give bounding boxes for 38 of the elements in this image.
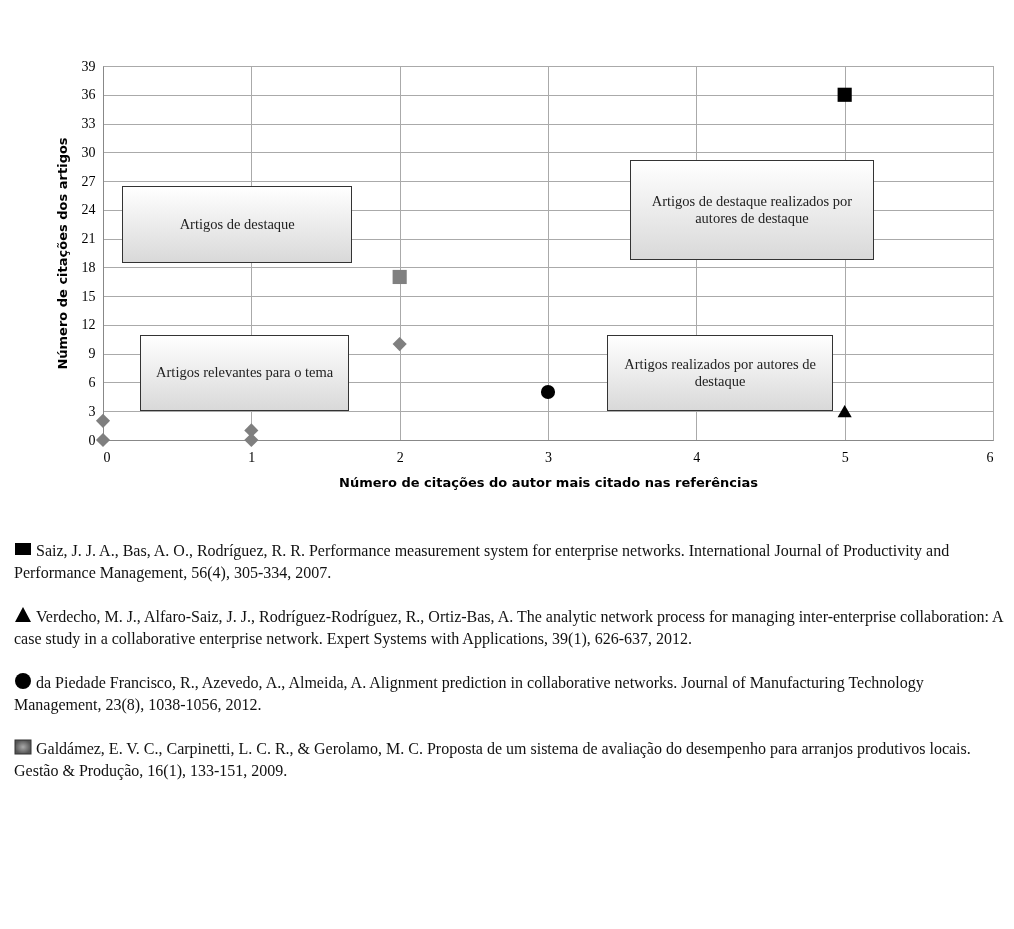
label-box: Artigos relevantes para o tema bbox=[140, 334, 350, 412]
x-tick-label: 1 bbox=[248, 449, 256, 465]
text: Verdecho, M. J., Alfaro-Saiz, J. J., Rodríguez-Rodríguez, R., Ortiz-Bas, A. The analytic network process for managing inter-enterprise collaboration: A case study in a collaborative enterprise network. Expert Systems with Applications, 39(1), 626-637, 2012. bbox=[14, 607, 1004, 650]
point bbox=[540, 384, 556, 400]
label-box: Artigos realizados por autores de destaque bbox=[607, 334, 833, 412]
y-tick-label: 15 bbox=[81, 288, 96, 304]
y-tick-label: 36 bbox=[81, 87, 96, 103]
x-tick-label: 5 bbox=[841, 449, 849, 465]
text: Saiz, J. J. A., Bas, A. O., Rodríguez, R. R. Performance measurement system for enterprise networks. International Journal of Productivity and Performance Management, 56(4), 305-334, 2007. bbox=[14, 541, 951, 584]
text: Galdámez, E. V. C., Carpinetti, L. C. R., & Gerolamo, M. C. Proposta de um sistema de avaliação do desempenho para arranjos produtivos locais. Gestão & Produção, 16(1), 133-151, 2009. bbox=[14, 739, 972, 782]
y-tick-label: 27 bbox=[81, 173, 96, 189]
point bbox=[837, 405, 852, 418]
x-tick-label: 0 bbox=[103, 449, 111, 465]
y-tick-label: 18 bbox=[81, 259, 96, 275]
point bbox=[95, 432, 111, 448]
y-tick-label: 9 bbox=[88, 346, 96, 362]
y-axis-title: Número de citações dos artigos bbox=[54, 137, 70, 370]
y-tick-label: 33 bbox=[81, 116, 96, 132]
y-tick-label: 39 bbox=[81, 58, 96, 74]
y-tick-label: 0 bbox=[88, 432, 96, 448]
point bbox=[392, 337, 407, 352]
y-tick-label: 3 bbox=[88, 403, 96, 419]
y-tick-label: 30 bbox=[81, 144, 96, 160]
x-tick-label: 4 bbox=[693, 449, 701, 465]
x-tick-label: 6 bbox=[986, 449, 994, 465]
x-axis-title: Número de citações do autor mais citado nas referências bbox=[339, 474, 759, 490]
x-tick-label: 3 bbox=[545, 449, 552, 465]
label-box: Artigos de destaque realizados por autores de destaque bbox=[629, 159, 875, 260]
y-tick-label: 12 bbox=[81, 317, 96, 333]
y-tick-label: 21 bbox=[81, 231, 96, 247]
y-tick-label: 24 bbox=[81, 202, 96, 218]
label-box: Artigos de destaque bbox=[122, 185, 353, 263]
point bbox=[95, 413, 111, 428]
point bbox=[837, 87, 852, 102]
x-tick-label: 2 bbox=[396, 449, 404, 465]
text: da Piedade Francisco, R., Azevedo, A., Almeida, A. Alignment prediction in collaborative networks. Journal of Manufacturing Technology Management, 23(8), 1038-1056, 2012. bbox=[14, 673, 925, 716]
point bbox=[392, 269, 407, 285]
y-tick-label: 6 bbox=[88, 374, 96, 390]
